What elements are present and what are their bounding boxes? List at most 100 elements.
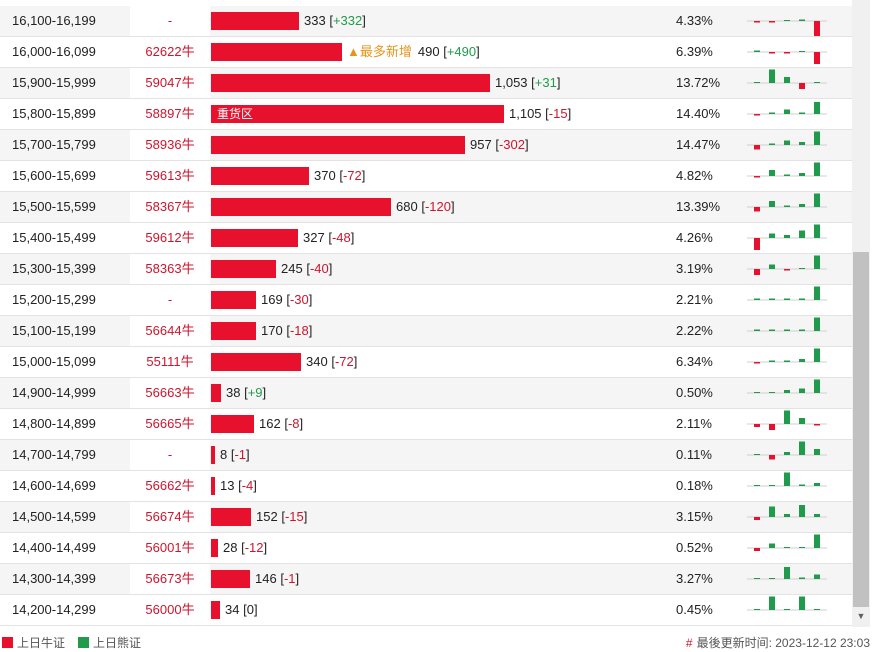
warrant-code-link[interactable]: 59047牛	[130, 68, 210, 98]
outstanding-count: 170	[261, 323, 283, 338]
percentage: 3.19%	[676, 261, 713, 276]
warrant-code-link[interactable]: 56001牛	[145, 540, 195, 555]
sparkline-bar	[799, 204, 805, 207]
sparkline-bar	[799, 298, 805, 300]
heavy-zone-label: 重货区	[217, 107, 254, 121]
outstanding-count: 370	[314, 168, 336, 183]
sparkline-bar	[784, 609, 790, 610]
outstanding-count: 8	[220, 447, 228, 462]
sparkline-bar	[814, 317, 820, 331]
outstanding-bar	[211, 12, 299, 30]
five-day-sparkline	[747, 317, 827, 332]
warrant-code-link[interactable]: 58897牛	[145, 106, 195, 121]
warrant-code-link[interactable]: 58363牛	[130, 254, 210, 284]
scrollbar-thumb[interactable]	[853, 252, 869, 607]
sparkline-bar	[814, 574, 820, 579]
sparkline-bar	[754, 578, 760, 579]
table-row[interactable]: 15,000-15,099 55111牛 340 [-72] 6.34%	[0, 347, 852, 378]
five-day-sparkline	[747, 102, 827, 116]
outstanding-count: 327	[303, 230, 325, 245]
sparkline-bar	[799, 577, 805, 579]
warrant-code-link[interactable]: -	[130, 6, 210, 36]
sparkline-bar	[769, 360, 775, 362]
sparkline-bar	[754, 362, 760, 364]
table-row[interactable]: 14,700-14,799 -8 [-1] 0.11%	[0, 440, 852, 471]
legend-bear-swatch	[78, 637, 89, 648]
warrant-code-link[interactable]: -	[130, 440, 210, 470]
five-day-sparkline	[747, 472, 827, 487]
sparkline-bar	[769, 578, 775, 579]
sparkline-bar	[799, 19, 805, 21]
warrant-code-link[interactable]: 58367牛	[130, 192, 210, 222]
warrant-code-link[interactable]: 56674牛	[130, 502, 210, 532]
warrant-code-link[interactable]: 58936牛	[130, 130, 210, 160]
warrant-code-link[interactable]: 56000牛	[145, 602, 195, 617]
table-row[interactable]: 15,100-15,199 56644牛 170 [-18] 2.22%	[0, 316, 852, 347]
outstanding-value: 370 [-72]	[314, 168, 366, 183]
table-row[interactable]: 15,700-15,799 58936牛 957 [-302] 14.47%	[0, 130, 852, 161]
warrant-code-link[interactable]: 56662牛	[145, 478, 195, 493]
price-range: 14,800-14,899	[12, 416, 96, 431]
sparkline-bar	[784, 390, 790, 393]
daily-change: -40	[309, 261, 329, 276]
daily-change: -302	[498, 137, 525, 152]
table-row[interactable]: 14,200-14,299 56000牛 34 [0] 0.45%	[0, 595, 852, 626]
table-row[interactable]: 15,200-15,299 - 169 [-30] 2.21%	[0, 285, 852, 316]
outstanding-bar	[211, 477, 215, 495]
percentage: 14.47%	[676, 137, 721, 152]
outstanding-count: 13	[220, 478, 235, 493]
price-range: 14,700-14,799	[12, 447, 96, 462]
warrant-code-link[interactable]: 62622牛	[145, 44, 195, 59]
outstanding-value: 146 [-1]	[255, 571, 300, 586]
scroll-down-arrow[interactable]: ▼	[856, 611, 866, 621]
five-day-sparkline	[747, 193, 827, 212]
legend-bull: 上日牛证	[2, 634, 65, 651]
warrant-code-link[interactable]: 55111牛	[146, 354, 194, 369]
sparkline-bar	[784, 547, 790, 548]
daily-change: +31	[534, 75, 557, 90]
sparkline-bar	[754, 548, 760, 551]
table-row[interactable]: 16,100-16,199 - 333 [+332] 4.33%	[0, 6, 852, 37]
sparkline-bar	[769, 201, 775, 207]
five-day-sparkline	[747, 255, 827, 275]
table-row[interactable]: 15,600-15,699 59613牛 370 [-72] 4.82%	[0, 161, 852, 192]
daily-change: -15	[284, 509, 304, 524]
table-row[interactable]: 14,800-14,899 56665牛 162 [-8] 2.11%	[0, 409, 852, 440]
warrant-code-link[interactable]: 59613牛	[145, 168, 195, 183]
sparkline-bar	[784, 20, 790, 21]
outstanding-value: 957 [-302]	[470, 137, 529, 152]
percentage: 4.26%	[676, 230, 713, 245]
table-row[interactable]: 15,500-15,599 58367牛 680 [-120] 13.39%	[0, 192, 852, 223]
table-row[interactable]: 15,800-15,899 58897牛 重货区 1,105 [-15] 14.40%	[0, 99, 852, 130]
warrant-code-link[interactable]: 56673牛	[130, 564, 210, 594]
warrant-code-link[interactable]: 56644牛	[130, 316, 210, 346]
table-row[interactable]: 14,300-14,399 56673牛 146 [-1] 3.27%	[0, 564, 852, 595]
vertical-scrollbar[interactable]: ▼	[852, 0, 870, 627]
sparkline-bar	[784, 360, 790, 362]
table-row[interactable]: 14,400-14,499 56001牛 28 [-12] 0.52%	[0, 533, 852, 564]
table-row[interactable]: 15,300-15,399 58363牛 245 [-40] 3.19%	[0, 254, 852, 285]
price-range: 14,600-14,699	[12, 478, 96, 493]
sparkline-bar	[769, 21, 775, 23]
warrant-code-link[interactable]: 56665牛	[145, 416, 195, 431]
table-row[interactable]: 14,600-14,699 56662牛 13 [-4] 0.18%	[0, 471, 852, 502]
sparkline-bar	[754, 424, 760, 427]
outstanding-bar	[211, 229, 298, 247]
sparkline-bar	[814, 102, 820, 114]
table-row[interactable]: 15,400-15,499 59612牛 327 [-48] 4.26%	[0, 223, 852, 254]
table-row[interactable]: 16,000-16,099 62622牛 ▲最多新增 490 [+490] 6.39%	[0, 37, 852, 68]
warrant-code-link[interactable]: -	[167, 292, 173, 307]
table-row[interactable]: 15,900-15,999 59047牛 1,053 [+31] 13.72%	[0, 68, 852, 99]
warrant-code-link[interactable]: 59612牛	[145, 230, 195, 245]
sparkline-bar	[754, 454, 760, 455]
price-range: 14,300-14,399	[12, 571, 96, 586]
most-new-badge: ▲最多新增	[347, 44, 412, 59]
table-row[interactable]: 14,500-14,599 56674牛 152 [-15] 3.15%	[0, 502, 852, 533]
outstanding-bar: 重货区	[211, 105, 504, 123]
table-row[interactable]: 14,900-14,999 56663牛 38 [+9] 0.50%	[0, 378, 852, 409]
price-range: 16,000-16,099	[12, 44, 96, 59]
warrant-code-link[interactable]: 56663牛	[130, 378, 210, 408]
five-day-sparkline	[747, 162, 827, 178]
sparkline-bar	[799, 329, 805, 331]
price-range: 14,900-14,999	[12, 385, 96, 400]
